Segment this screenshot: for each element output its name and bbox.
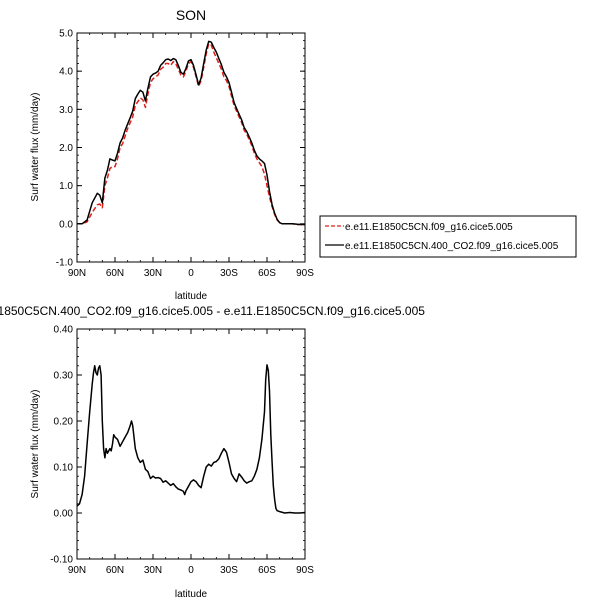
- y-tick-label: 2.0: [59, 143, 73, 154]
- y-tick-label: -0.10: [50, 555, 73, 566]
- x-tick-label: 90N: [68, 565, 86, 576]
- x-tick-label: 60S: [258, 565, 276, 576]
- y-tick-label: 4.0: [59, 67, 73, 78]
- bottom-chart: e.e11.E1850C5CN.400_CO2.f09_g16.cice5.00…: [0, 304, 425, 600]
- x-tick-label: 0: [188, 565, 194, 576]
- legend-label-control: e.e11.E1850C5CN.f09_g16.cice5.005: [345, 222, 513, 233]
- top-xlabel: latitude: [175, 291, 208, 302]
- x-tick-label: 90S: [296, 268, 314, 279]
- top-chart: SON -1.0 0.0 1.0 2.0 3.0 4.0 5.0 90N 60N 30N 0 30S…: [30, 7, 314, 302]
- x-tick-label: 30N: [144, 565, 162, 576]
- y-tick-label: -1.0: [56, 258, 74, 269]
- series-line-0: [77, 42, 305, 226]
- x-tick-label: 90S: [296, 565, 314, 576]
- top-y-axis: -1.0 0.0 1.0 2.0 3.0 4.0 5.0: [56, 29, 305, 269]
- top-ylabel: Surf water flux (mm/day): [30, 93, 41, 202]
- bottom-xlabel: latitude: [175, 589, 208, 600]
- y-tick-label: 0.0: [59, 219, 73, 230]
- x-tick-label: 60N: [106, 565, 124, 576]
- top-x-axis: 90N 60N 30N 0 30S 60S 90S: [68, 33, 314, 279]
- x-tick-label: 90N: [68, 268, 86, 279]
- bottom-chart-series: [76, 364, 306, 514]
- y-tick-label: 0.40: [54, 325, 74, 336]
- legend: e.e11.E1850C5CN.f09_g16.cice5.005 e.e11.…: [319, 215, 577, 258]
- series-line-1: [77, 40, 306, 226]
- y-tick-label: 1.0: [59, 181, 73, 192]
- y-tick-label: 0.00: [54, 509, 74, 520]
- x-tick-label: 0: [188, 268, 194, 279]
- y-tick-label: 0.20: [54, 417, 74, 428]
- y-tick-label: 5.0: [59, 29, 73, 40]
- legend-box: [319, 215, 577, 258]
- top-plot-frame: [76, 32, 306, 263]
- x-tick-label: 60N: [106, 268, 124, 279]
- top-chart-series: [77, 40, 306, 226]
- bottom-y-axis: -0.10 0.00 0.10 0.20 0.30 0.40: [50, 325, 305, 566]
- top-chart-title: SON: [176, 7, 206, 23]
- y-tick-label: 0.10: [54, 463, 74, 474]
- x-tick-label: 60S: [258, 268, 276, 279]
- series-line-0: [76, 364, 306, 514]
- bottom-ylabel: Surf water flux (mm/day): [30, 390, 41, 499]
- x-tick-label: 30N: [144, 268, 162, 279]
- y-tick-label: 3.0: [59, 105, 73, 116]
- x-tick-label: 30S: [220, 268, 238, 279]
- x-tick-label: 30S: [220, 565, 238, 576]
- legend-label-co2: e.e11.E1850C5CN.400_CO2.f09_g16.cice5.00…: [345, 241, 559, 252]
- bottom-x-axis: 90N 60N 30N 0 30S 60S 90S: [68, 329, 314, 576]
- y-tick-label: 0.30: [54, 371, 74, 382]
- bottom-chart-title: e.e11.E1850C5CN.400_CO2.f09_g16.cice5.00…: [0, 304, 425, 318]
